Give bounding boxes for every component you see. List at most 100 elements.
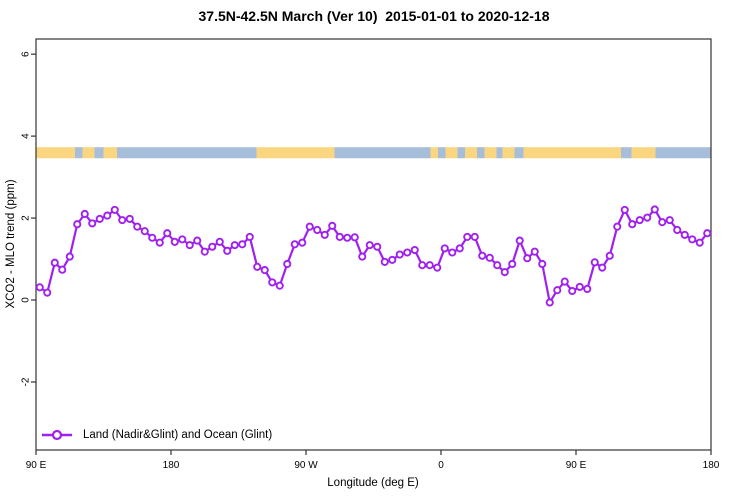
y-tick-label: 0 [21,297,32,303]
map-strip-ocean-segment [438,147,446,159]
map-strip-land-segment [631,147,656,159]
data-point-marker [553,286,562,295]
data-point-marker [275,281,284,290]
data-point-marker [133,222,142,231]
data-point-marker [635,216,644,225]
data-point-marker [35,283,44,292]
data-point-marker [695,238,704,247]
data-point-marker [665,216,674,225]
data-point-marker [650,205,659,214]
map-strip-ocean-segment [655,147,711,159]
x-tick-label: 180 [163,460,180,471]
data-point-marker [140,227,149,236]
map-strip-ocean-segment [514,147,524,159]
y-tick-label: 2 [21,215,32,221]
data-point-marker [80,209,89,219]
data-point-marker [530,247,539,256]
data-point-marker [448,248,457,257]
data-point-marker [433,263,442,272]
data-point-marker [215,237,224,246]
map-strip-ocean-segment [117,147,257,159]
data-point-marker [95,214,104,223]
data-point-marker [605,251,614,260]
map-strip-ocean-segment [496,147,503,159]
data-point-marker [335,232,344,241]
data-point-marker [103,211,112,220]
map-strip-land-segment [256,147,335,159]
data-point-marker [568,286,577,296]
data-point-marker [245,232,254,241]
legend: Land (Nadir&Glint) and Ocean (Glint) [40,427,272,443]
map-strip-ocean-segment [457,147,465,159]
data-point-marker [403,248,412,257]
data-point-marker [463,232,472,241]
map-strip-land-segment [445,147,458,159]
data-point-marker [230,241,239,250]
data-point-marker [545,298,554,307]
data-point-marker [88,219,97,228]
data-point-marker [238,240,247,249]
map-strip-land-segment [523,147,621,159]
map-strip-ocean-segment [621,147,632,159]
data-point-marker [260,266,269,275]
data-point-marker [418,261,427,270]
data-point-marker [425,261,434,270]
map-strip-land-segment [465,147,477,159]
data-point-marker [283,259,292,269]
legend-label: Land (Nadir&Glint) and Ocean (Glint) [83,429,273,441]
map-strip-land-segment [430,147,438,159]
data-point-marker [223,246,232,255]
data-point-marker [575,282,584,291]
data-point-marker [455,244,464,253]
data-point-marker [380,257,389,266]
data-point-marker [208,242,217,251]
data-point-marker [688,235,697,244]
map-strip-land-segment [502,147,515,159]
data-point-marker [440,244,449,253]
x-tick-label: 180 [703,460,720,471]
data-point-marker [613,222,622,231]
map-strip-ocean-segment [477,147,485,159]
data-point-marker [50,258,59,267]
data-point-marker [470,232,479,241]
x-tick-label: 90 E [566,460,587,471]
data-point-marker [395,250,404,259]
data-point-marker [658,218,667,227]
data-point-marker [170,237,179,246]
data-point-marker [523,254,532,263]
data-point-marker [478,251,487,260]
map-strip-ocean-segment [94,147,104,159]
data-point-marker [305,222,314,231]
data-point-marker [155,238,164,247]
data-point-marker [590,258,599,267]
data-point-marker [73,220,82,229]
data-point-marker [65,252,74,261]
map-strip-land-segment [103,147,117,159]
data-point-marker [500,268,509,277]
data-point-marker [110,205,119,214]
data-point-marker [358,252,367,261]
data-point-marker [118,216,127,225]
data-point-marker [320,230,329,239]
legend-line-marker-icon [42,429,72,441]
y-tick-label: 4 [21,133,32,139]
data-point-marker [313,225,322,235]
data-point-marker [290,240,299,249]
data-point-marker [58,265,67,274]
data-point-marker [388,255,397,264]
x-tick-label: 90 W [294,460,318,471]
data-point-marker [373,242,382,251]
x-axis-label: Longitude (deg E) [327,477,419,489]
data-point-marker [493,261,502,270]
data-point-marker [515,236,524,245]
data-point-marker [178,235,187,244]
data-point-marker [410,245,419,255]
x-tick-label: 0 [438,460,444,471]
data-point-marker [560,277,569,286]
data-point-marker [643,213,652,222]
data-point-marker [620,205,629,214]
data-point-marker [703,229,712,238]
data-point-marker [43,288,52,297]
plot-border [35,38,712,451]
y-axis-label: XCO2 - MLO trend (ppm) [5,179,17,309]
